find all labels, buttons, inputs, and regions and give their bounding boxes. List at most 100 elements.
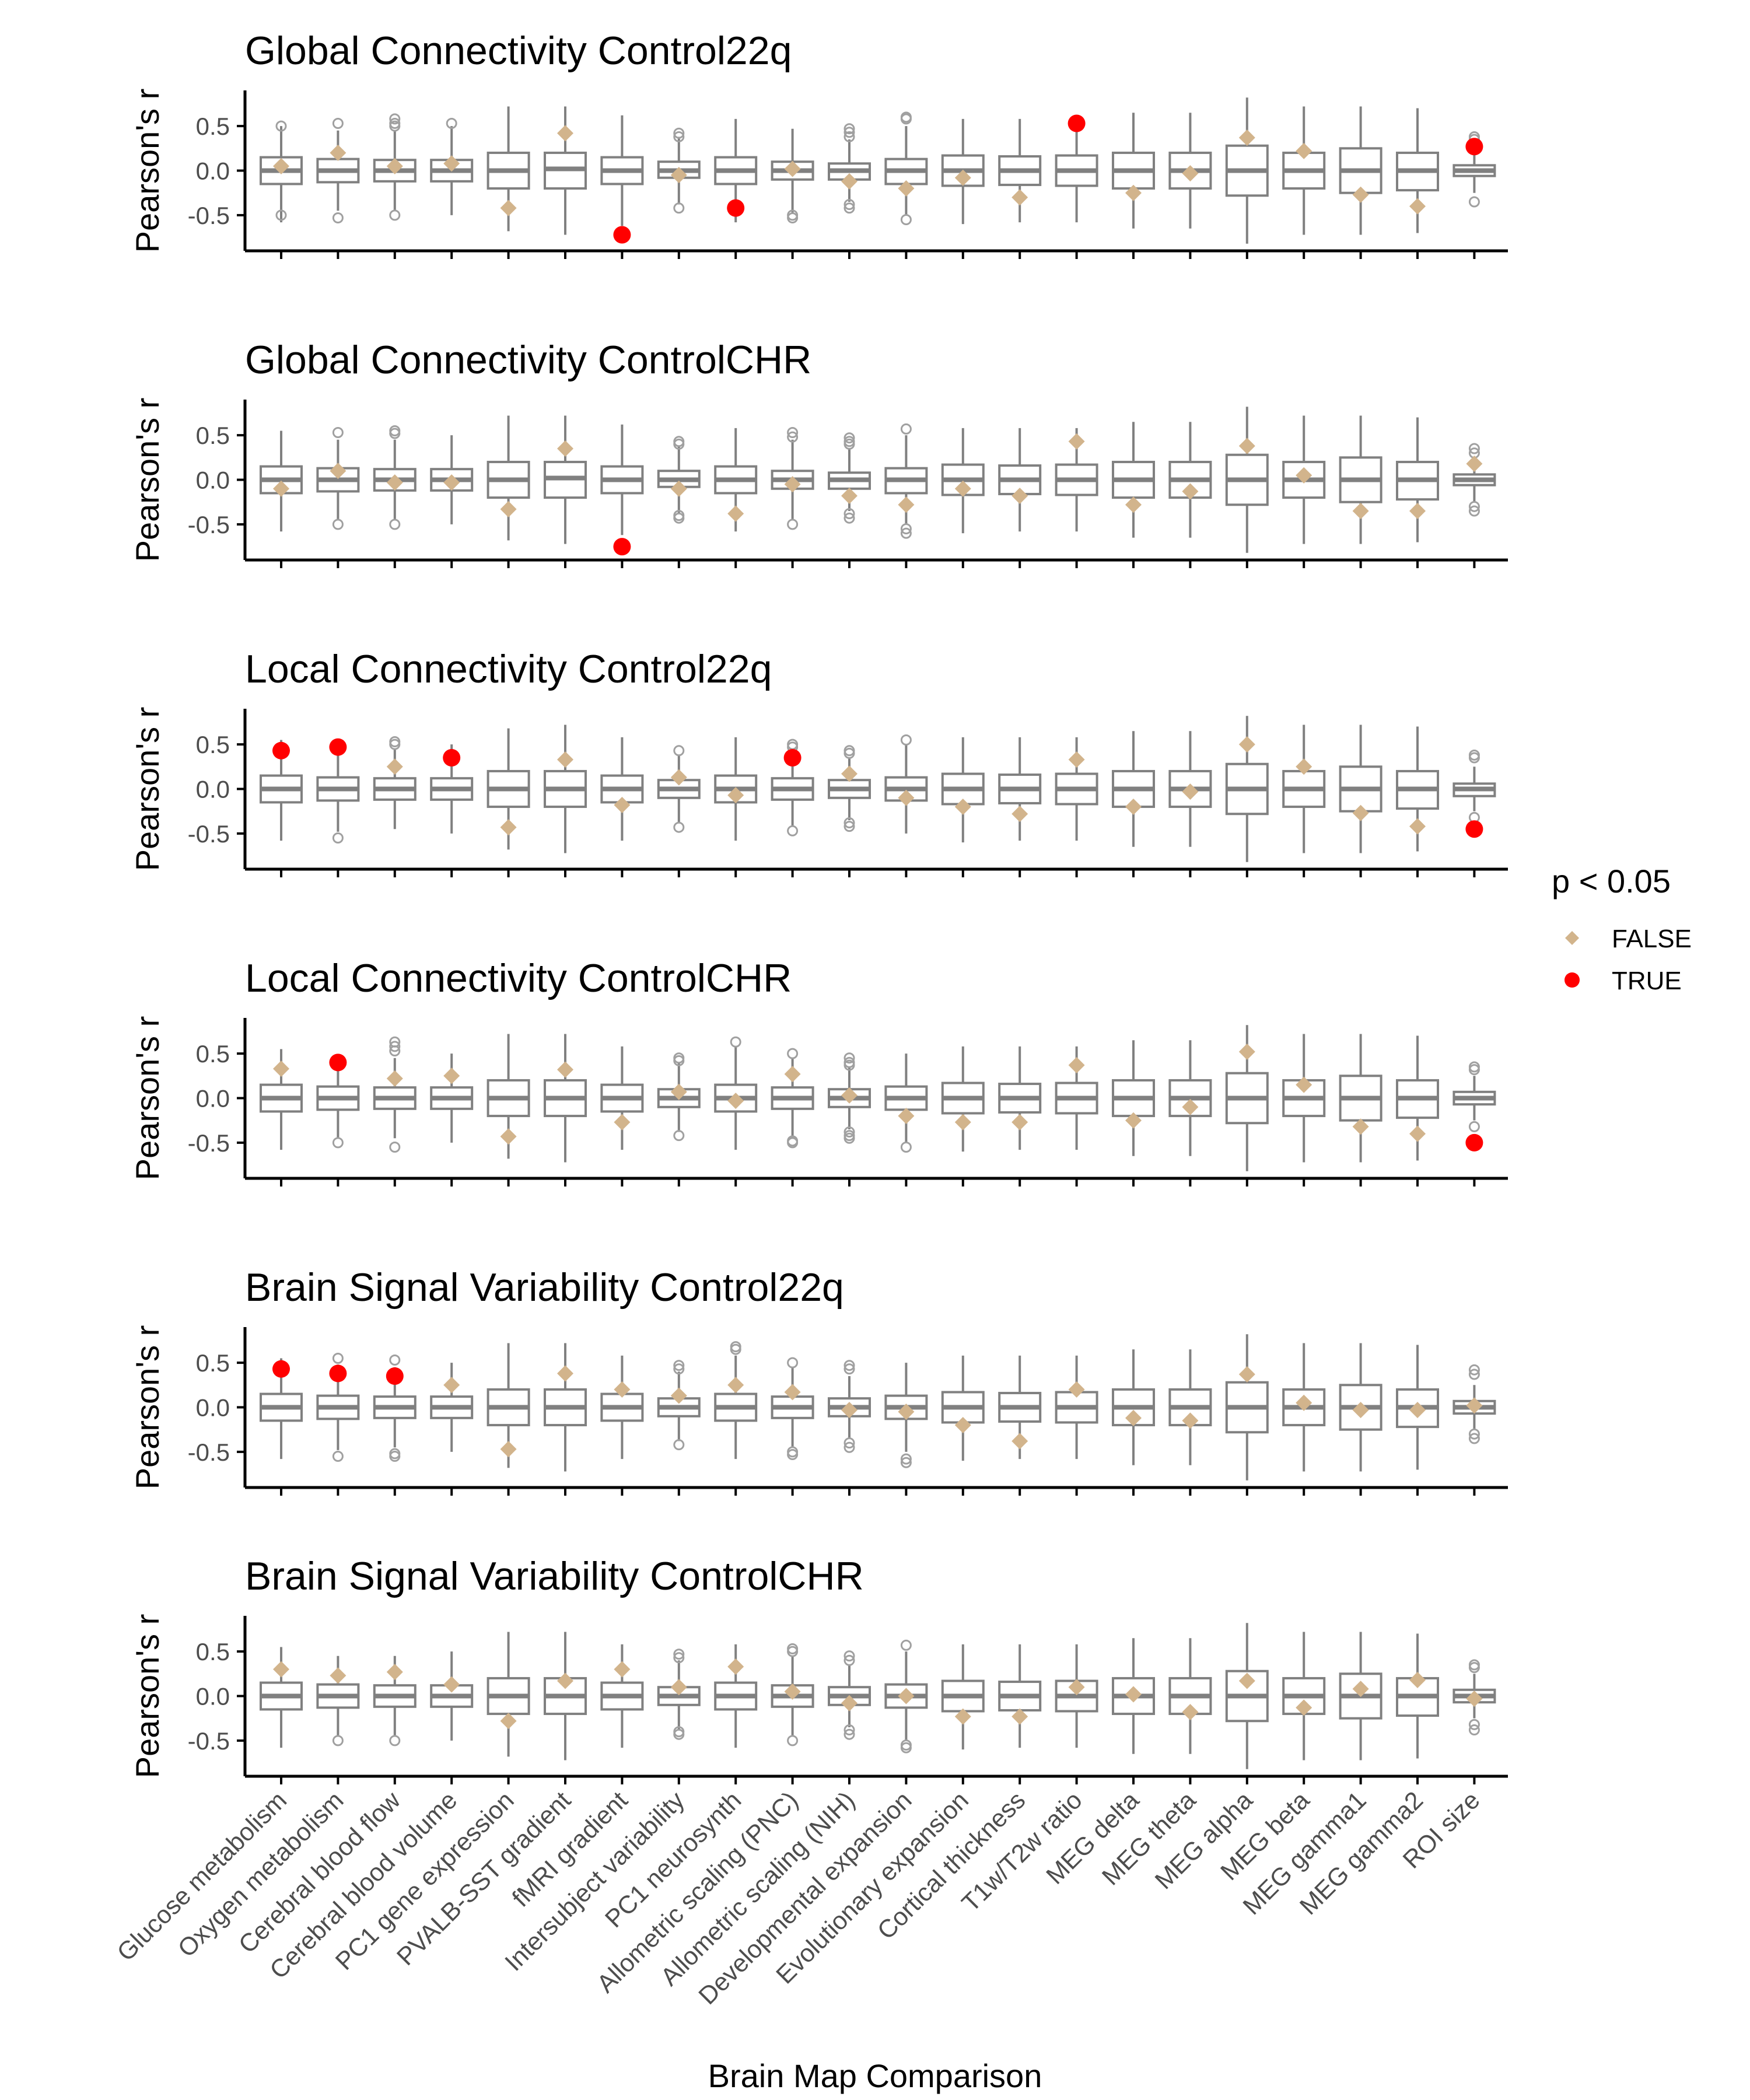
nonsignificant-point [954, 1708, 971, 1725]
boxplot [260, 1049, 303, 1186]
boxplot [1055, 428, 1098, 568]
nonsignificant-point [1296, 1076, 1312, 1093]
significant-point [386, 1367, 404, 1385]
significant-point [329, 1054, 347, 1072]
panels: Global Connectivity Control22q Pearson's … [129, 29, 1508, 1784]
outlier-point [389, 428, 401, 439]
outlier-point [1468, 752, 1480, 764]
nonsignificant-point [727, 505, 744, 522]
outlier-point [787, 431, 799, 443]
outlier-point [1468, 505, 1480, 517]
outlier-point [673, 821, 685, 833]
nonsignificant-point [1012, 189, 1028, 206]
nonsignificant-point [330, 463, 346, 480]
boxplot [1396, 1035, 1439, 1186]
boxplot [316, 1352, 360, 1496]
nonsignificant-point [1238, 1044, 1255, 1060]
nonsignificant-point [500, 1713, 517, 1730]
boxplot [1339, 415, 1382, 568]
nonsignificant-point [557, 1365, 573, 1382]
boxplot [1452, 1659, 1496, 1784]
nonsignificant-point [614, 1661, 631, 1678]
y-tick-label: 0.5 [196, 731, 230, 758]
outlier-point [787, 427, 799, 439]
panel-title: Global Connectivity Control22q [245, 29, 792, 73]
outlier-point [389, 1448, 401, 1460]
outlier-point [673, 1130, 685, 1142]
nonsignificant-point [670, 480, 687, 497]
boxplot [430, 435, 474, 568]
significant-point [613, 538, 631, 556]
nonsignificant-point [670, 769, 687, 786]
nonsignificant-point [898, 180, 915, 197]
outlier-point [787, 1048, 799, 1059]
nonsignificant-point [1125, 496, 1142, 513]
nonsignificant-point [841, 488, 858, 504]
boxplot [884, 423, 928, 568]
nonsignificant-point [557, 751, 573, 768]
boxplot [1396, 726, 1439, 877]
outlier-point [844, 202, 855, 214]
nonsignificant-point [1409, 198, 1426, 215]
nonsignificant-point [1125, 799, 1142, 816]
boxplot [828, 1360, 871, 1496]
outlier-point [844, 817, 855, 829]
nonsignificant-point [1125, 184, 1142, 201]
nonsignificant-point [1296, 1394, 1312, 1411]
significant-point [1465, 1133, 1483, 1152]
boxplot [316, 746, 360, 877]
boxplot [260, 430, 303, 568]
boxplot [771, 427, 814, 568]
boxplot [998, 118, 1042, 259]
outlier-point [1468, 1662, 1480, 1674]
outlier-point [900, 214, 912, 226]
nonsignificant-point [784, 160, 801, 177]
panel: Global Connectivity Control22q Pearson's … [129, 29, 1508, 259]
nonsignificant-point [443, 1068, 460, 1084]
outlier-point [673, 1363, 685, 1375]
boxplot [260, 740, 303, 877]
legend-diamond-icon [1565, 931, 1579, 945]
nonsignificant-point [557, 440, 573, 457]
outlier-point [673, 1728, 685, 1740]
outlier-point [844, 821, 855, 832]
panel: Local Connectivity Control22q Pearson's r… [129, 647, 1508, 877]
nonsignificant-point [727, 1377, 744, 1394]
boxplot [600, 1046, 644, 1186]
nonsignificant-point [898, 1404, 915, 1420]
nonsignificant-point [1409, 818, 1426, 835]
outlier-point [389, 1354, 401, 1366]
boxplot [487, 728, 530, 877]
boxplot [600, 115, 644, 259]
nonsignificant-point [954, 1417, 971, 1434]
nonsignificant-point [443, 1377, 460, 1394]
nonsignificant-point [500, 819, 517, 836]
outlier-point [389, 519, 401, 530]
y-tick-label: 0.5 [196, 113, 230, 140]
nonsignificant-point [1296, 758, 1312, 775]
nonsignificant-point [898, 789, 915, 806]
boxplot [998, 428, 1042, 568]
outlier-point [332, 1735, 344, 1746]
nonsignificant-point [1182, 483, 1199, 500]
nonsignificant-point [614, 1114, 631, 1130]
outlier-point [446, 118, 457, 130]
boxplot [1225, 1623, 1269, 1784]
nonsignificant-point [954, 169, 971, 186]
boxplot [487, 106, 530, 259]
nonsignificant-point [557, 1061, 573, 1078]
nonsignificant-point [1125, 1686, 1142, 1703]
boxplot [600, 424, 644, 568]
outlier-point [1468, 1718, 1480, 1730]
boxplot [316, 427, 360, 568]
boxplot [1225, 407, 1269, 568]
outlier-point [275, 120, 287, 132]
y-axis-label: Pearson's r [129, 1614, 166, 1778]
boxplot [998, 1644, 1042, 1784]
outlier-point [844, 512, 855, 524]
y-tick-label: -0.5 [188, 1438, 230, 1466]
nonsignificant-point [784, 476, 801, 493]
outlier-point [730, 1036, 741, 1048]
nonsignificant-point [1012, 1114, 1028, 1130]
